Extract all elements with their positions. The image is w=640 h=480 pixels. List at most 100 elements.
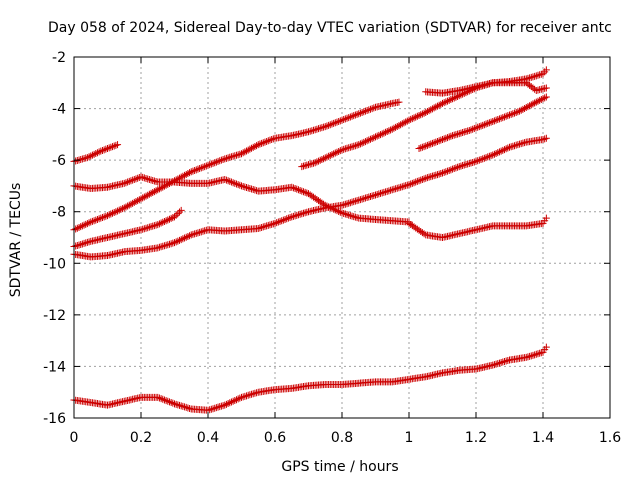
data-point [526, 102, 534, 110]
y-tick-label: -2 [52, 50, 66, 66]
data-point [140, 193, 148, 201]
data-point [457, 129, 465, 137]
data-point [350, 112, 358, 120]
data-point [360, 138, 368, 146]
data-point [115, 206, 123, 214]
data-point [500, 113, 508, 121]
data-point [534, 350, 542, 358]
data-point [482, 154, 490, 162]
data-point [301, 209, 309, 217]
data-point [425, 173, 433, 181]
data-point [353, 214, 361, 222]
data-point [539, 95, 547, 103]
data-point [403, 117, 411, 125]
data-point [351, 111, 359, 119]
data-point [509, 110, 517, 118]
data-point [502, 357, 510, 365]
data-point [422, 174, 430, 182]
data-point [335, 147, 343, 155]
data-point [430, 104, 438, 112]
data-point [110, 142, 118, 150]
data-point [480, 121, 488, 129]
data-point [274, 218, 282, 226]
data-point [226, 153, 234, 161]
data-point [243, 147, 251, 155]
data-point [155, 220, 163, 228]
data-point [155, 394, 163, 402]
data-point [325, 152, 333, 160]
data-point [112, 208, 120, 216]
data-point [177, 236, 185, 244]
data-point [249, 186, 257, 194]
data-point [181, 171, 189, 179]
data-point [182, 233, 190, 241]
data-point [499, 358, 507, 366]
x-tick-label: 0.6 [264, 430, 286, 446]
data-point [124, 178, 132, 186]
data-point [248, 390, 256, 398]
data-point [127, 177, 135, 185]
data-point [254, 224, 262, 232]
data-point [494, 116, 502, 124]
data-point [244, 146, 252, 154]
data-point [331, 149, 339, 157]
data-point [154, 186, 162, 194]
data-point [269, 135, 277, 143]
data-point [192, 229, 200, 237]
data-point [154, 244, 162, 252]
data-point [338, 209, 346, 217]
data-point [311, 159, 319, 167]
data-point [350, 198, 358, 206]
data-point [330, 119, 338, 127]
data-point [109, 143, 117, 151]
data-point [541, 94, 549, 102]
data-point [251, 389, 259, 397]
data-point [541, 135, 549, 143]
data-point [519, 139, 527, 147]
data-point [408, 115, 416, 123]
data-point [459, 162, 467, 170]
data-point [487, 152, 495, 160]
data-point [140, 225, 148, 233]
x-tick-label: 0.4 [197, 430, 219, 446]
data-point [221, 175, 229, 183]
series-layer [70, 66, 550, 414]
data-point [343, 144, 351, 152]
data-point [482, 120, 490, 128]
data-point [192, 166, 200, 174]
data-point [415, 145, 423, 153]
data-point [93, 215, 101, 223]
data-point [296, 186, 304, 194]
data-point [430, 172, 438, 180]
data-point [353, 141, 361, 149]
data-point [162, 241, 170, 249]
data-point [77, 223, 85, 231]
data-point [484, 153, 492, 161]
data-point [356, 140, 364, 148]
data-point [331, 119, 339, 127]
data-point [420, 175, 428, 183]
data-point [360, 195, 368, 203]
data-point [444, 97, 452, 105]
data-point [397, 121, 405, 129]
data-point [102, 145, 110, 153]
data-point [239, 393, 247, 401]
data-point [179, 172, 187, 180]
data-point [150, 188, 158, 196]
data-point [206, 406, 214, 414]
data-point [137, 195, 145, 203]
data-point [182, 170, 190, 178]
data-point [504, 112, 512, 120]
data-point [93, 149, 101, 157]
data-point [542, 343, 550, 351]
data-point [507, 143, 515, 151]
data-point [263, 222, 271, 230]
data-point [341, 115, 349, 123]
data-point [420, 109, 428, 117]
data-point [253, 142, 261, 150]
data-point [363, 194, 371, 202]
data-point [479, 155, 487, 163]
data-point [212, 404, 220, 412]
data-point [88, 151, 96, 159]
data-point [157, 184, 165, 192]
